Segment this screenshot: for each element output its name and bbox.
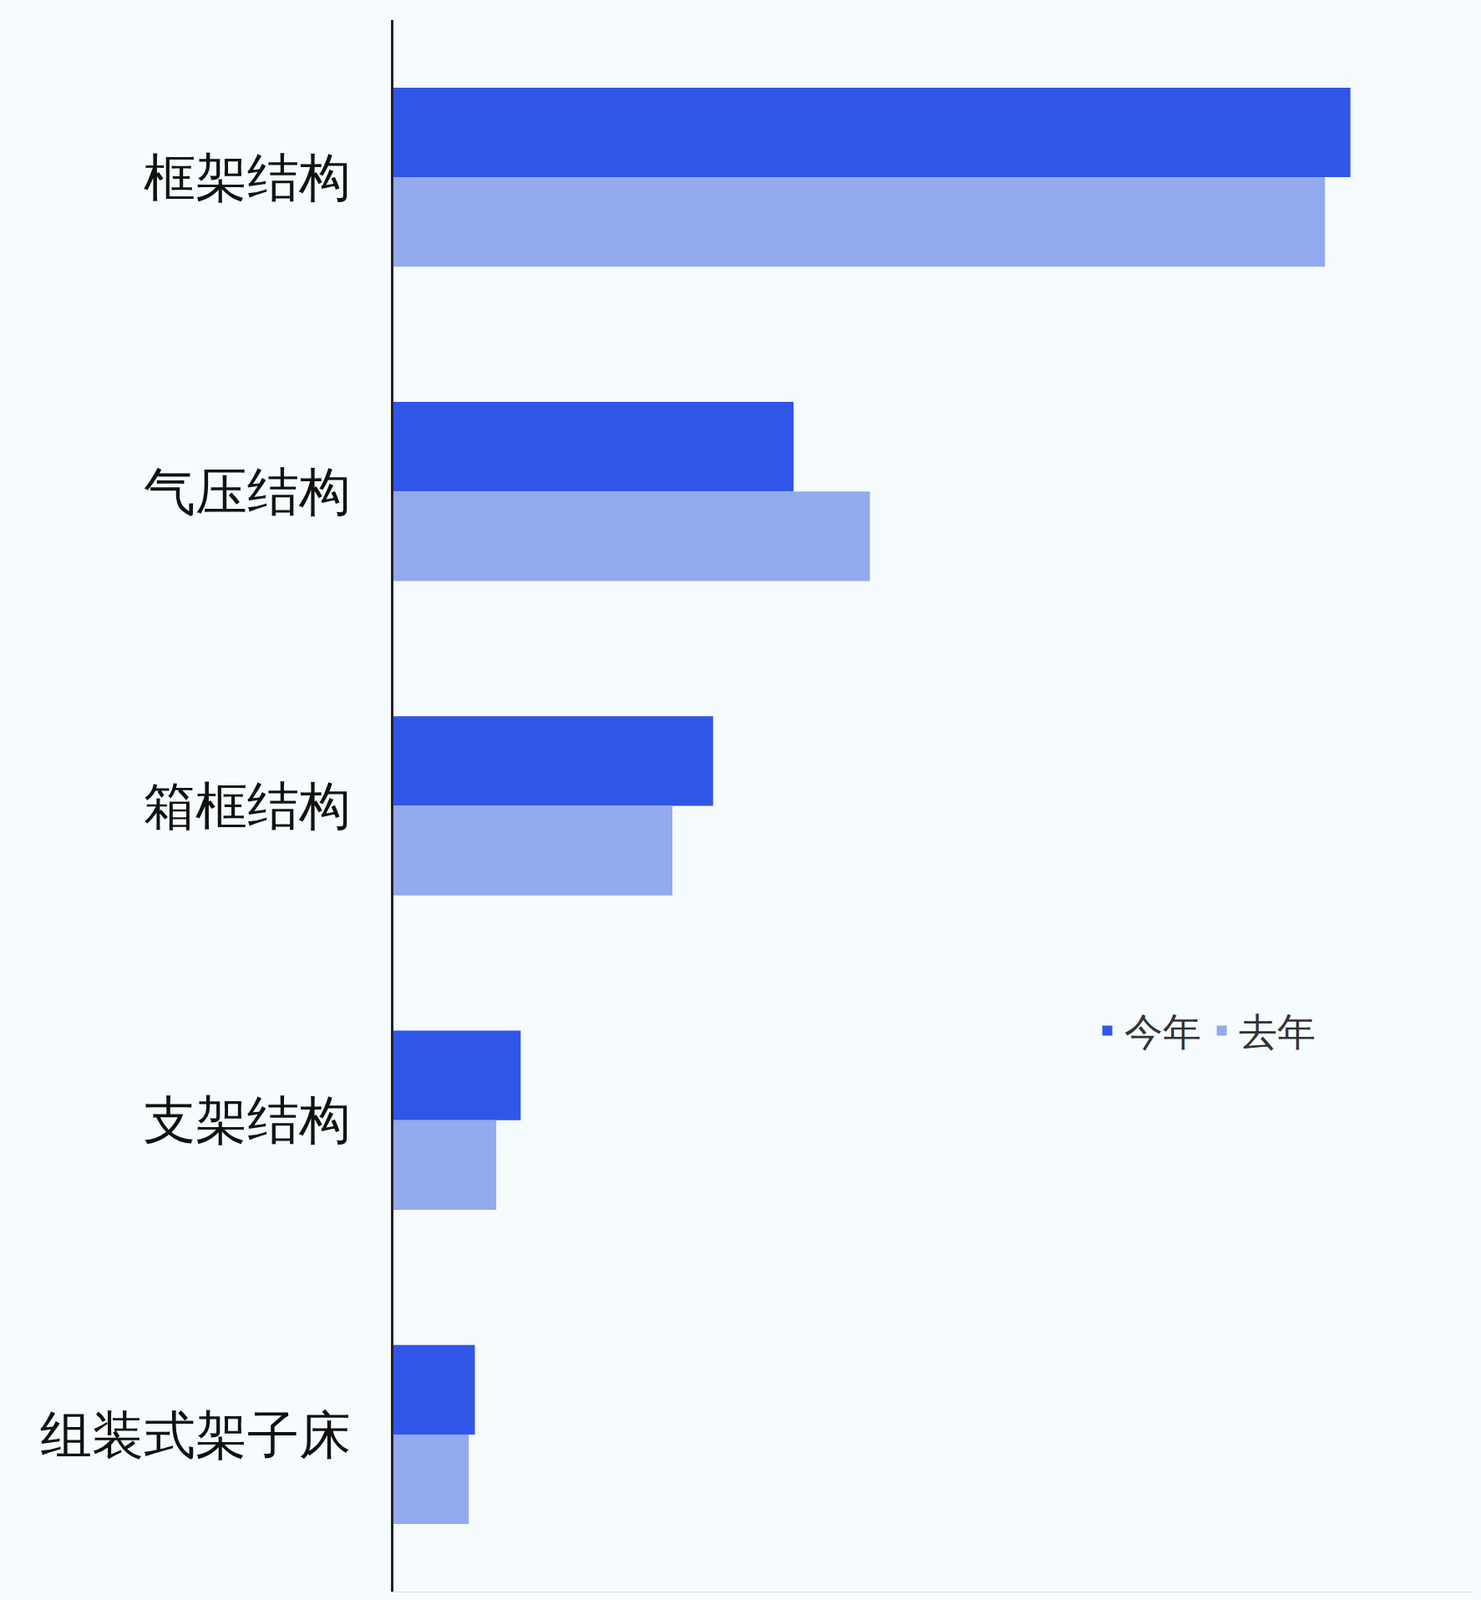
svg-text:气压结构: 气压结构 [143,461,351,523]
svg-text:去年: 去年 [1238,1009,1316,1055]
svg-text:支架结构: 支架结构 [143,1089,351,1151]
svg-text:框架结构: 框架结构 [143,147,351,208]
svg-text:箱框结构: 箱框结构 [143,775,351,837]
svg-text:组装式架子床: 组装式架子床 [40,1404,351,1466]
svg-text:今年: 今年 [1124,1009,1202,1055]
